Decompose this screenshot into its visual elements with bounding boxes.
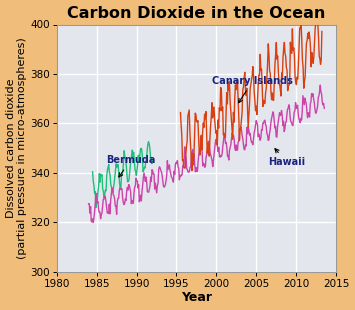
Text: Canary Islands: Canary Islands [212, 76, 293, 103]
Text: Bermuda: Bermuda [106, 155, 155, 177]
Text: Hawaii: Hawaii [268, 149, 305, 167]
Y-axis label: Dissolved carbon dioxide
(partial pressure in micro-atmospheres): Dissolved carbon dioxide (partial pressu… [6, 37, 27, 259]
X-axis label: Year: Year [181, 291, 212, 304]
Title: Carbon Dioxide in the Ocean: Carbon Dioxide in the Ocean [67, 6, 326, 20]
